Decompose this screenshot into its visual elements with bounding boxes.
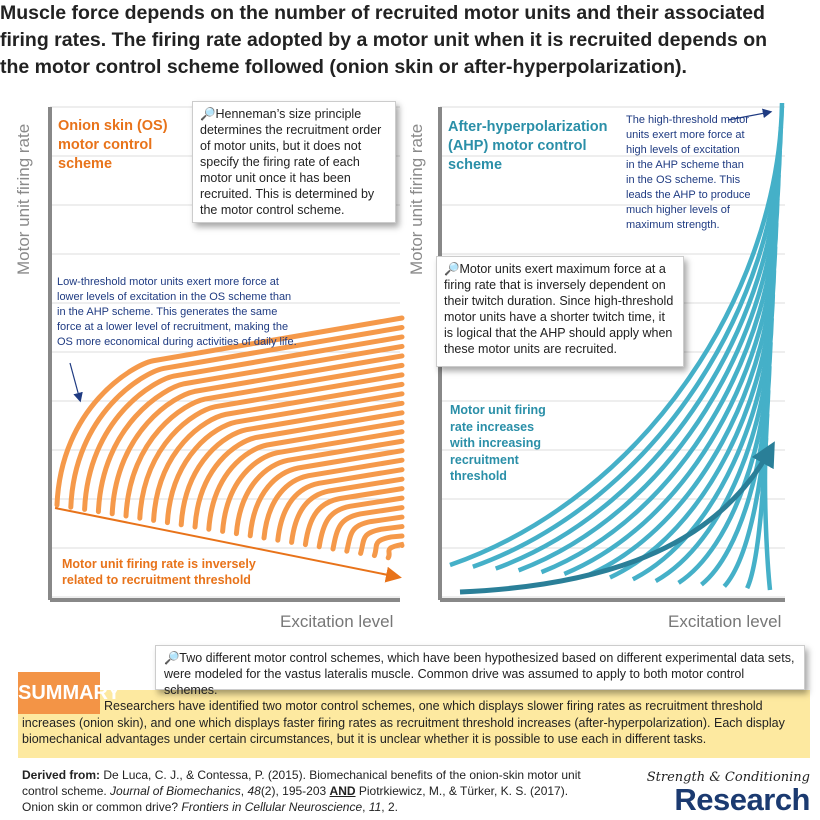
os-firing-curve xyxy=(109,353,405,517)
os-firing-curve xyxy=(164,391,405,526)
os-firing-curve xyxy=(220,429,405,534)
twitch-callout: 🔎 Motor units exert maximum force at a f… xyxy=(436,256,684,367)
ahp-note: The high-threshold motor units exert mor… xyxy=(626,114,751,231)
callout-text: Motor units exert maximum force at a fir… xyxy=(444,262,674,356)
ahp-scheme-title: After-hyperpolarization (AHP) motor cont… xyxy=(448,119,608,173)
os-firing-curve xyxy=(206,419,405,532)
magnifier-icon: 🔎 xyxy=(200,107,216,121)
ahp-trend-arrow xyxy=(459,441,775,595)
summary-text: Researchers have identified two motor co… xyxy=(22,699,785,746)
os-firing-curve xyxy=(261,457,405,541)
os-firing-curve xyxy=(123,362,405,519)
summary-label: SUMMARY xyxy=(18,672,121,714)
henneman-callout: 🔎 Henneman’s size principle determines t… xyxy=(192,101,396,223)
os-trend-arrow xyxy=(54,507,402,583)
os-firing-curve xyxy=(385,541,405,561)
os-firing-curve xyxy=(330,505,405,552)
left-y-axis-label: Motor unit firing rate xyxy=(14,123,33,275)
citation-journal: Frontiers in Cellular Neuroscience xyxy=(181,800,363,814)
ahp-firing-curve xyxy=(517,174,781,573)
os-note-arrow xyxy=(69,362,83,403)
os-scheme-title: Onion skin (OS) motor control scheme xyxy=(58,118,168,172)
bottom-callout: 🔎 Two different motor control schemes, w… xyxy=(155,645,805,697)
logo: Strength & Conditioning Research xyxy=(640,770,811,817)
os-firing-curve xyxy=(344,514,405,554)
os-note: Low-threshold motor units exert more for… xyxy=(57,276,297,348)
citation-text: , 2. xyxy=(381,800,398,814)
ahp-arrow-label: Motor unit firing rate increases with in… xyxy=(450,403,546,483)
os-arrow-label: Motor unit firing rate is inversely rela… xyxy=(62,557,256,587)
citation-volume: 48 xyxy=(247,784,261,798)
ahp-note-arrow xyxy=(727,108,773,121)
right-x-axis-label: Excitation level xyxy=(668,612,782,631)
os-firing-curve xyxy=(68,324,405,510)
citation-text: De Luca, C. J., & Contessa, P. (2015). B… xyxy=(22,768,581,798)
os-firing-curve xyxy=(95,343,405,515)
os-firing-curve xyxy=(233,438,405,537)
os-firing-curve xyxy=(178,400,405,528)
os-firing-curve xyxy=(54,315,405,508)
citation-lead: Derived from: xyxy=(22,768,101,782)
magnifier-icon: 🔎 xyxy=(164,651,180,665)
summary-panel xyxy=(18,690,810,758)
ahp-firing-curve xyxy=(472,126,784,569)
logo-line2: Research xyxy=(674,782,810,817)
page-title: Muscle force depends on the number of re… xyxy=(0,2,768,78)
citation: Derived from: De Luca, C. J., & Contessa… xyxy=(22,768,581,814)
ahp-firing-curve xyxy=(540,198,780,575)
os-firing-curve xyxy=(371,533,405,559)
os-firing-curve xyxy=(302,486,405,548)
citation-volume: 11 xyxy=(368,800,382,814)
left-x-axis-label: Excitation level xyxy=(280,612,394,631)
logo-line1: Strength & Conditioning xyxy=(646,770,810,785)
os-firing-curve xyxy=(247,448,405,539)
ahp-firing-curve xyxy=(449,102,785,568)
os-firing-curve xyxy=(82,334,405,512)
citation-journal: Journal of Biomechanics xyxy=(110,784,241,798)
right-y-axis-label: Motor unit firing rate xyxy=(407,123,426,275)
os-firing-curve xyxy=(358,524,405,556)
os-firing-curve xyxy=(151,381,405,523)
citation-and: AND xyxy=(329,784,356,798)
os-firing-curve xyxy=(289,476,405,545)
os-firing-curve xyxy=(316,495,405,550)
citation-text: (2), 195-203 xyxy=(260,784,330,798)
magnifier-icon: 🔎 xyxy=(444,262,460,276)
callout-text: Henneman’s size principle determines the… xyxy=(200,107,382,217)
os-firing-curve xyxy=(275,467,405,543)
os-firing-curve xyxy=(192,410,405,530)
callout-text: Two different motor control schemes, whi… xyxy=(164,651,795,697)
citation-text: Piotrkiewicz, M., & Türker, K. S. (2017)… xyxy=(22,784,569,814)
ahp-firing-curve xyxy=(494,150,782,571)
os-firing-curve xyxy=(137,372,405,521)
